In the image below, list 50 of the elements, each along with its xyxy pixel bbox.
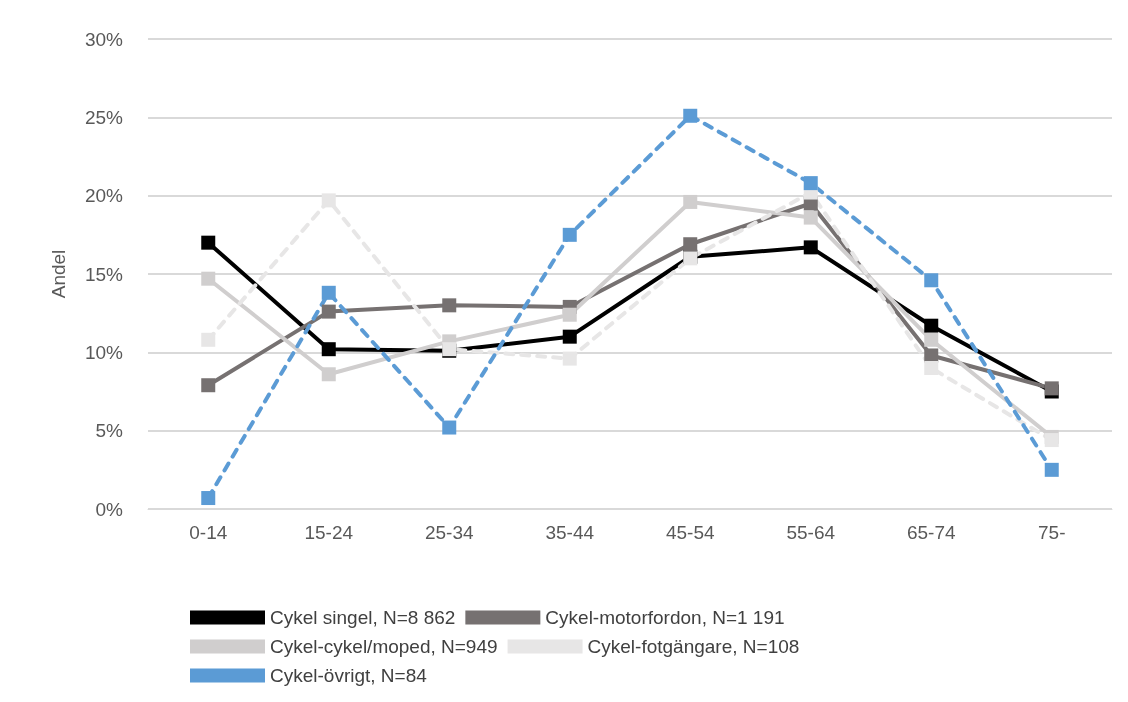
point	[562, 307, 577, 322]
point	[924, 273, 939, 288]
legend-label: Cykel singel, N=8 862	[270, 607, 456, 628]
point	[683, 108, 698, 123]
point	[1044, 462, 1059, 477]
x-tick-label: 75-	[1038, 522, 1066, 543]
point	[201, 378, 216, 393]
point	[201, 491, 216, 506]
y-tick-label: 5%	[95, 420, 124, 442]
legend-label: Cykel-motorfordon, N=1 191	[545, 607, 785, 628]
point	[442, 298, 457, 313]
y-tick-label: 20%	[84, 185, 124, 207]
y-tick-label: 15%	[84, 263, 124, 285]
point	[924, 348, 939, 363]
point	[201, 235, 216, 250]
point	[924, 361, 939, 375]
point	[321, 193, 336, 208]
x-tick-label: 15-24	[304, 522, 354, 543]
x-tick-label: 35-44	[545, 522, 595, 543]
point	[803, 240, 818, 255]
point	[562, 227, 577, 242]
x-tick-label: 55-64	[786, 522, 836, 543]
x-tick-label: 0-14	[189, 522, 228, 543]
point	[201, 271, 216, 286]
point	[803, 176, 818, 191]
legend-label: Cykel-cykel/moped, N=949	[270, 636, 498, 657]
point	[683, 194, 698, 209]
y-tick-label: 10%	[84, 341, 124, 363]
point	[924, 332, 939, 347]
point	[924, 318, 939, 333]
point	[321, 304, 336, 319]
point	[442, 420, 457, 435]
x-tick-label: 45-54	[665, 522, 715, 543]
y-tick-label: 0%	[95, 498, 124, 520]
y-tick-label: 30%	[84, 28, 124, 50]
point	[321, 342, 336, 357]
point	[1044, 433, 1059, 448]
x-tick-label: 25-34	[424, 522, 474, 543]
point	[683, 237, 698, 252]
point	[321, 285, 336, 300]
x-tick-label: 65-74	[906, 522, 956, 543]
legend-label: Cykel-övrigt, N=84	[270, 665, 428, 686]
y-axis-title: Andel	[48, 249, 69, 299]
point	[321, 367, 336, 382]
point	[201, 332, 216, 347]
y-tick-label: 25%	[84, 106, 124, 128]
point	[562, 329, 577, 344]
legend-label: Cykel-fotgängare, N=108	[587, 636, 800, 657]
point	[803, 210, 818, 225]
point	[562, 351, 577, 366]
